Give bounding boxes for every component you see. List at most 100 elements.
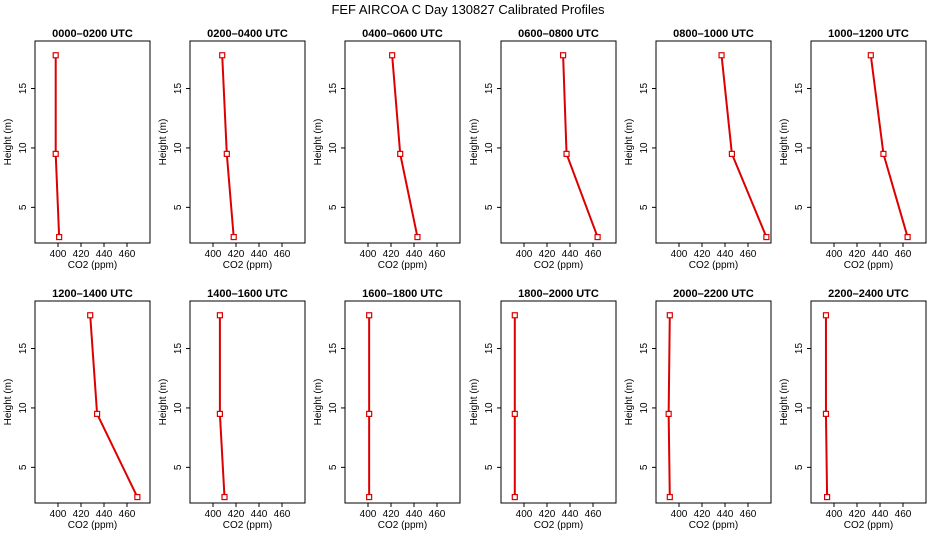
data-point (221, 493, 228, 501)
data-point (904, 233, 911, 241)
x-tick-label: 420 (849, 509, 866, 520)
data-point (666, 312, 673, 319)
data-point (223, 150, 230, 157)
y-tick-label: 5 (173, 464, 184, 470)
data-point (134, 493, 141, 501)
data-point (822, 410, 830, 417)
y-tick-label: 15 (794, 83, 805, 95)
x-axis-label: CO2 (ppm) (689, 260, 738, 271)
y-tick-label: 15 (328, 83, 339, 95)
data-point (366, 312, 373, 319)
data-point (563, 150, 570, 157)
panel-title: 0400–0600 UTC (362, 28, 443, 40)
x-tick-label: 400 (205, 509, 222, 520)
profile-line-segment (667, 315, 671, 414)
profile-line-segment (869, 55, 885, 155)
chart-panel-12: 2200–2400 UTC 400 420 440 460 5 10 15 CO2 (ppm) H… (779, 288, 927, 531)
data-point (867, 52, 874, 59)
data-point (728, 150, 736, 157)
y-axis-label: Height (m) (624, 119, 635, 166)
x-tick-label: 400 (671, 249, 688, 260)
x-tick-label: 440 (96, 249, 113, 260)
plot-frame (189, 40, 306, 244)
x-tick-label: 460 (585, 249, 602, 260)
profile-line-segment (221, 55, 228, 154)
chart-panel-7: 1200–1400 UTC 400 420 440 460 5 10 15 CO2 (ppm) H… (3, 288, 151, 531)
y-tick-label: 10 (18, 402, 29, 414)
y-tick-label: 5 (18, 204, 29, 210)
chart-panel-11: 2000–2200 UTC 400 420 440 460 5 10 15 CO2 (ppm) H… (624, 288, 772, 531)
x-tick-label: 460 (274, 249, 291, 260)
data-point (718, 52, 725, 59)
x-tick-label: 420 (73, 249, 90, 260)
plot-frame (344, 300, 461, 504)
y-tick-label: 15 (484, 83, 495, 95)
x-tick-label: 460 (740, 249, 757, 260)
data-point (414, 233, 421, 241)
data-point (230, 233, 237, 241)
y-axis-label: Height (m) (3, 379, 14, 426)
data-point (823, 493, 831, 501)
panel-title: 1800–2000 UTC (518, 288, 599, 300)
data-point (366, 410, 373, 417)
data-point (666, 493, 673, 501)
figure-title: FEF AIRCOA C Day 130827 Calibrated Profi… (331, 2, 605, 17)
x-tick-label: 440 (96, 509, 113, 520)
data-point (665, 410, 672, 417)
plot-frame (655, 300, 772, 504)
x-tick-label: 460 (740, 509, 757, 520)
panel-title: 0800–1000 UTC (673, 28, 754, 40)
y-tick-label: 5 (173, 204, 184, 210)
profile-line-segment (218, 413, 226, 498)
plot-frame (810, 300, 927, 504)
panel-title: 0600–0800 UTC (518, 28, 599, 40)
x-tick-label: 440 (406, 249, 423, 260)
plot-frame (34, 40, 151, 244)
plot-frame (810, 40, 927, 244)
chart-panel-1: 0000–0200 UTC 400 420 440 460 5 10 15 CO2 (ppm) H… (3, 28, 151, 271)
y-axis-label: Height (m) (779, 379, 790, 426)
y-tick-label: 10 (328, 402, 339, 414)
x-tick-label: 400 (50, 509, 67, 520)
x-tick-label: 400 (360, 249, 377, 260)
x-tick-label: 400 (826, 249, 843, 260)
profile-line-segment (96, 413, 139, 498)
y-tick-label: 10 (794, 142, 805, 154)
profile-line-segment (730, 153, 768, 238)
x-tick-label: 440 (717, 509, 734, 520)
data-point (397, 150, 404, 157)
x-tick-label: 420 (849, 249, 866, 260)
panel-title: 2000–2200 UTC (673, 288, 754, 300)
plot-frame (500, 40, 617, 244)
x-axis-label: CO2 (ppm) (534, 520, 583, 531)
y-tick-label: 10 (173, 402, 184, 414)
data-point (366, 493, 373, 501)
chart-panel-3: 0400–0600 UTC 400 420 440 460 5 10 15 CO2 (ppm) H… (313, 28, 461, 271)
y-tick-label: 15 (639, 343, 650, 355)
x-tick-label: 440 (872, 509, 889, 520)
x-axis-label: CO2 (ppm) (844, 520, 893, 531)
x-tick-label: 460 (585, 509, 602, 520)
data-point (822, 312, 830, 319)
plot-frame (500, 300, 617, 504)
plot-frame (34, 300, 151, 504)
x-tick-label: 460 (119, 509, 136, 520)
y-axis-label: Height (m) (313, 379, 324, 426)
chart-panel-5: 0800–1000 UTC 400 420 440 460 5 10 15 CO2 (ppm) H… (624, 28, 772, 271)
y-axis-label: Height (m) (313, 119, 324, 166)
profile-line-segment (399, 153, 419, 238)
x-tick-label: 400 (671, 509, 688, 520)
x-tick-label: 420 (539, 249, 556, 260)
profile-line-segment (391, 55, 402, 154)
chart-panel-9: 1600–1800 UTC 400 420 440 460 5 10 15 CO2 (ppm) H… (313, 288, 461, 531)
x-tick-label: 420 (228, 249, 245, 260)
x-tick-label: 460 (895, 249, 912, 260)
chart-panel-2: 0200–0400 UTC 400 420 440 460 5 10 15 CO2 (ppm) H… (158, 28, 306, 271)
data-point (594, 233, 601, 241)
data-point (219, 52, 226, 59)
y-tick-label: 5 (794, 204, 805, 210)
x-axis-label: CO2 (ppm) (68, 520, 117, 531)
x-axis-label: CO2 (ppm) (534, 260, 583, 271)
y-tick-label: 10 (639, 402, 650, 414)
